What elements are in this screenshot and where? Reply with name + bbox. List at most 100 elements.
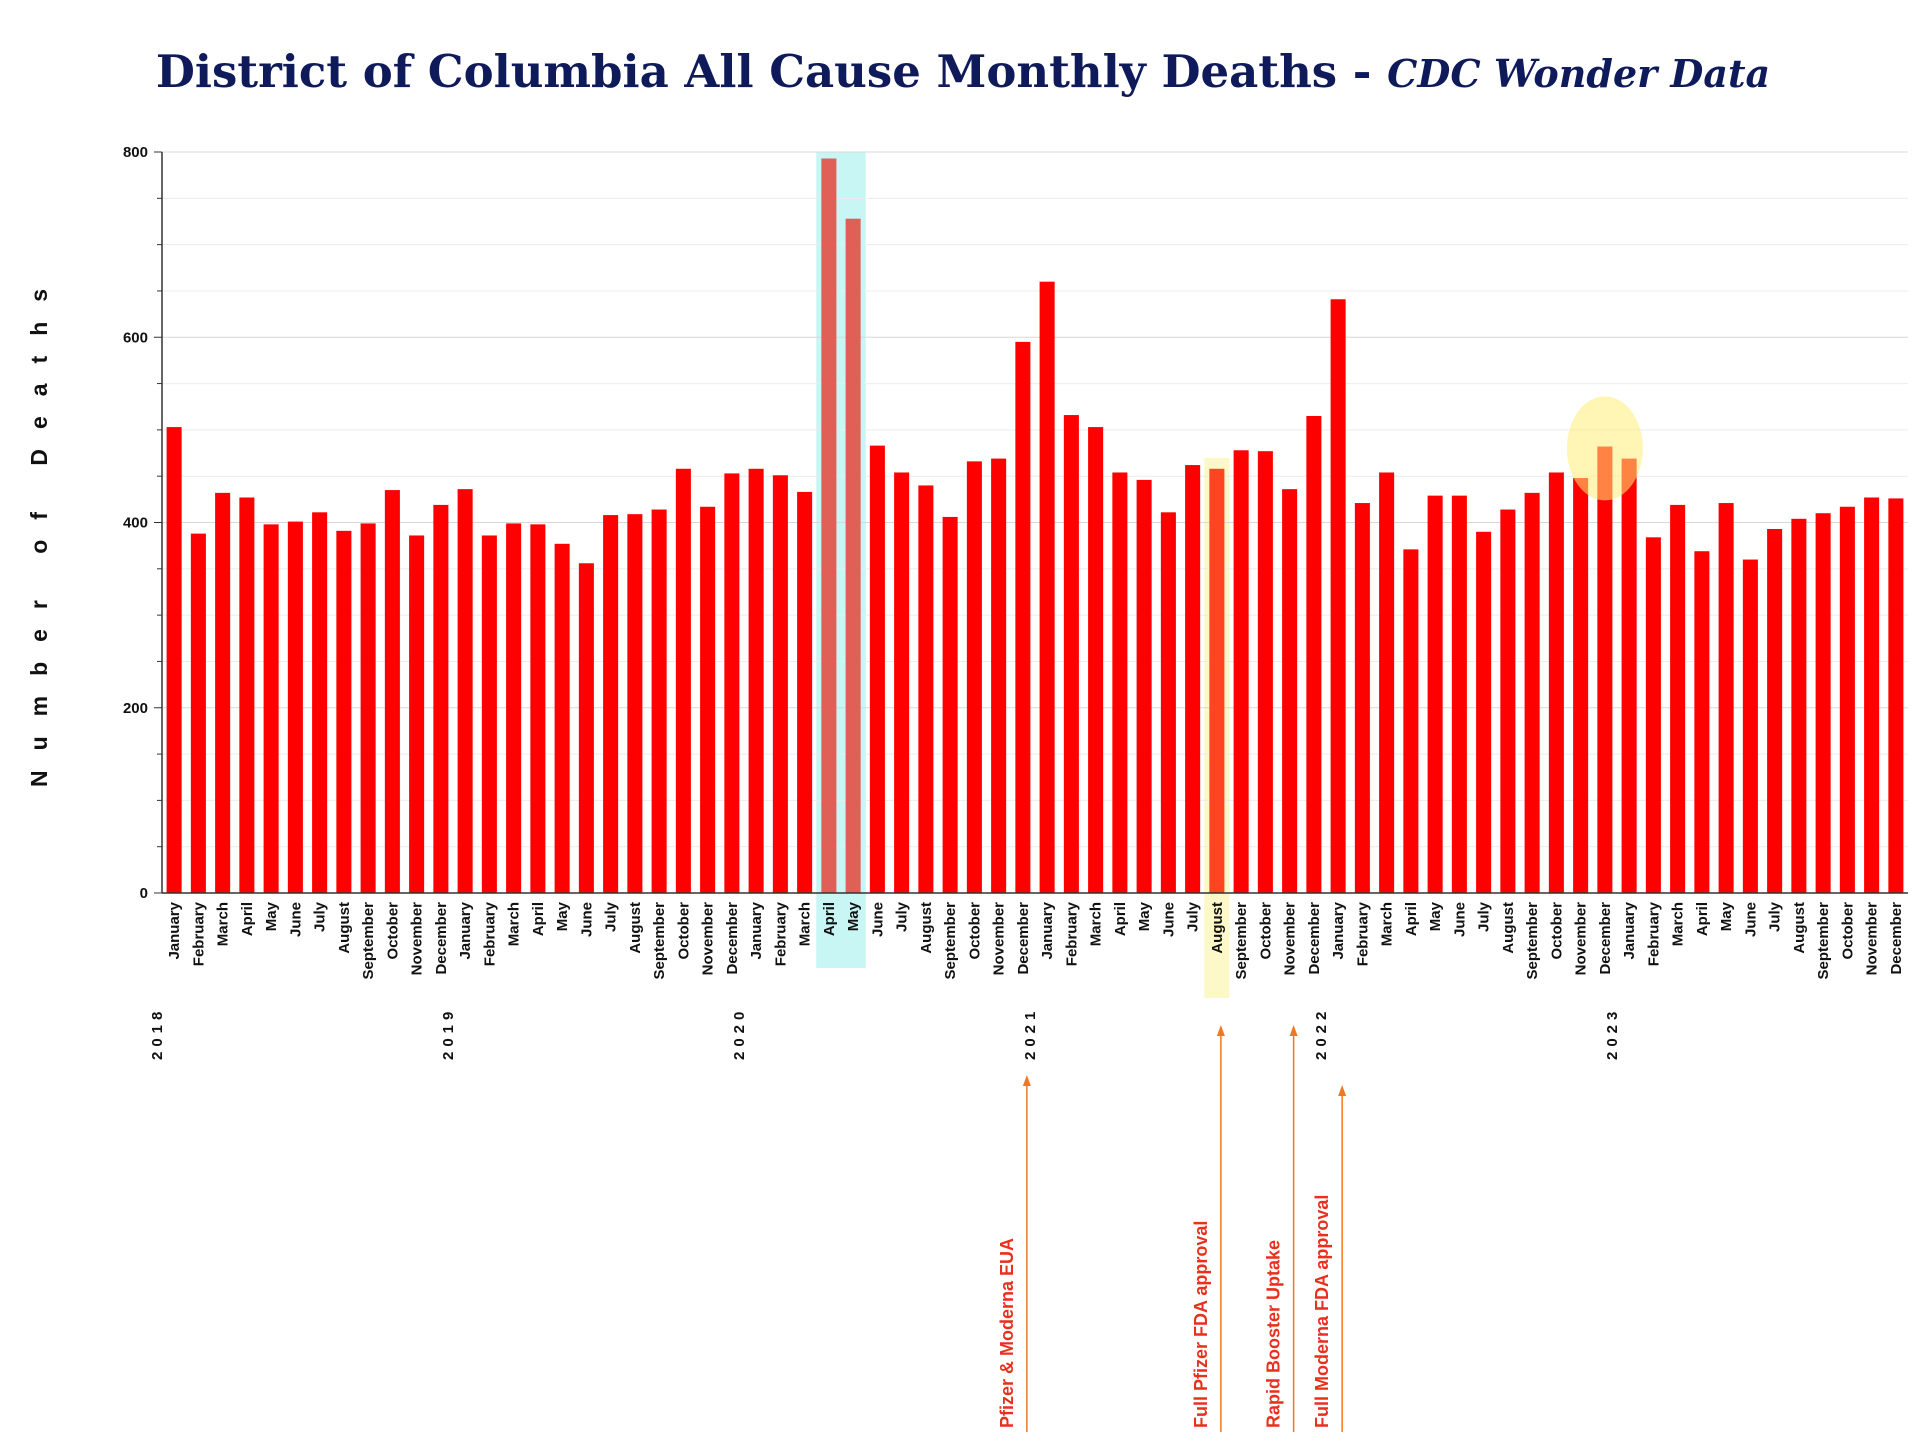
x-tick-label: February bbox=[1354, 901, 1371, 966]
x-tick-label: May bbox=[1136, 901, 1153, 931]
overlay-layer bbox=[1566, 396, 1643, 501]
x-tick-label: January bbox=[1330, 901, 1347, 959]
x-tick-label: November bbox=[700, 902, 717, 976]
bar bbox=[1379, 472, 1395, 893]
x-tick-label: April bbox=[239, 902, 256, 936]
annotation: Rapid Booster Uptake bbox=[1264, 1025, 1298, 1432]
bar bbox=[894, 472, 910, 893]
annotation-arrow-head bbox=[1338, 1085, 1347, 1096]
bar bbox=[263, 524, 279, 893]
x-tick-label: July bbox=[894, 901, 911, 932]
bar bbox=[166, 427, 182, 893]
axes bbox=[154, 151, 1908, 894]
x-tick-label: August bbox=[1209, 902, 1226, 954]
annotation-arrow-head bbox=[1022, 1075, 1031, 1086]
x-tick-label: July bbox=[603, 901, 620, 932]
x-tick-label: February bbox=[1063, 901, 1080, 966]
year-label: 2023 bbox=[1604, 1007, 1621, 1060]
bar bbox=[1282, 489, 1298, 893]
bar bbox=[506, 523, 522, 893]
bar bbox=[1136, 479, 1152, 893]
bar bbox=[748, 468, 764, 893]
x-tick-label: May bbox=[1718, 901, 1735, 931]
y-tick-label: 400 bbox=[123, 515, 148, 532]
x-tick-label: January bbox=[1621, 901, 1638, 959]
chart-title-sub: CDC Wonder Data bbox=[1387, 51, 1771, 96]
x-tick-label: August bbox=[1500, 902, 1517, 954]
x-tick-label: November bbox=[1864, 902, 1881, 976]
bar bbox=[1645, 537, 1661, 893]
x-tick-label: April bbox=[1403, 902, 1420, 936]
bar bbox=[700, 506, 716, 893]
x-tick-label: July bbox=[1767, 901, 1784, 932]
y-axis-label: Number of Deaths bbox=[26, 269, 52, 787]
x-tick-labels: January February March April May June July Augu… bbox=[166, 901, 1905, 979]
x-tick-label: March bbox=[1088, 902, 1105, 946]
bar bbox=[1112, 472, 1128, 893]
bar bbox=[1670, 504, 1686, 893]
bar bbox=[1306, 415, 1322, 893]
bar bbox=[1209, 468, 1225, 893]
bar bbox=[336, 530, 352, 893]
bar bbox=[1233, 450, 1249, 893]
x-tick-label: September bbox=[360, 902, 377, 980]
bar bbox=[1694, 551, 1710, 893]
bar bbox=[869, 445, 885, 893]
annotations: Pfizer & Moderna EUA Full Pfizer FDA appr… bbox=[997, 1025, 1347, 1432]
bar bbox=[1088, 427, 1104, 893]
bar bbox=[821, 158, 837, 893]
bar bbox=[1427, 495, 1443, 893]
y-tick-labels: 0 200 400 600 800 bbox=[123, 144, 148, 902]
x-tick-label: August bbox=[627, 902, 644, 954]
x-tick-label: March bbox=[506, 902, 523, 946]
bar bbox=[966, 461, 982, 893]
x-tick-label: January bbox=[166, 901, 183, 959]
x-tick-label: February bbox=[481, 901, 498, 966]
x-tick-label: April bbox=[1112, 902, 1129, 936]
bar bbox=[603, 515, 619, 893]
x-tick-label: March bbox=[215, 902, 232, 946]
x-tick-label: June bbox=[287, 902, 304, 937]
x-tick-label: March bbox=[1379, 902, 1396, 946]
bar bbox=[1815, 513, 1831, 893]
x-tick-label: December bbox=[1015, 902, 1032, 975]
y-tick-label: 0 bbox=[140, 885, 148, 902]
bar bbox=[1573, 478, 1589, 893]
annotation-arrow-head bbox=[1216, 1025, 1225, 1036]
x-tick-label: February bbox=[1645, 901, 1662, 966]
bar bbox=[724, 473, 740, 893]
x-tick-label: February bbox=[772, 901, 789, 966]
bar bbox=[287, 521, 303, 893]
x-tick-label: December bbox=[433, 902, 450, 975]
x-tick-label: September bbox=[1815, 902, 1832, 980]
bar bbox=[1888, 498, 1904, 893]
bar bbox=[627, 514, 643, 893]
bars bbox=[166, 158, 1904, 894]
bar bbox=[1500, 509, 1516, 893]
x-tick-label: June bbox=[1160, 902, 1177, 937]
y-tick-label: 600 bbox=[123, 329, 148, 346]
annotation-label: Full Pfizer FDA approval bbox=[1191, 1221, 1211, 1428]
year-label: 2018 bbox=[149, 1007, 166, 1060]
annotation-label: Rapid Booster Uptake bbox=[1264, 1240, 1284, 1428]
bar bbox=[360, 523, 376, 893]
x-tick-label: September bbox=[1233, 902, 1250, 980]
x-tick-label: April bbox=[530, 902, 547, 936]
x-tick-label: May bbox=[554, 901, 571, 931]
x-tick-label: April bbox=[821, 902, 838, 936]
bar bbox=[918, 485, 934, 893]
x-tick-label: October bbox=[966, 902, 983, 960]
bar bbox=[1524, 492, 1540, 893]
year-label: 2022 bbox=[1313, 1007, 1330, 1060]
x-tick-label: December bbox=[1597, 902, 1614, 975]
x-tick-label: January bbox=[748, 901, 765, 959]
x-tick-label: October bbox=[1257, 902, 1274, 960]
annotation-arrow-head bbox=[1289, 1025, 1298, 1036]
chart-title: District of Columbia All Cause Monthly D… bbox=[0, 45, 1926, 98]
x-tick-label: January bbox=[457, 901, 474, 959]
bar bbox=[1015, 341, 1031, 894]
bar bbox=[772, 475, 788, 893]
x-tick-label: September bbox=[942, 902, 959, 980]
annotation-label: Pfizer & Moderna EUA bbox=[997, 1238, 1017, 1428]
